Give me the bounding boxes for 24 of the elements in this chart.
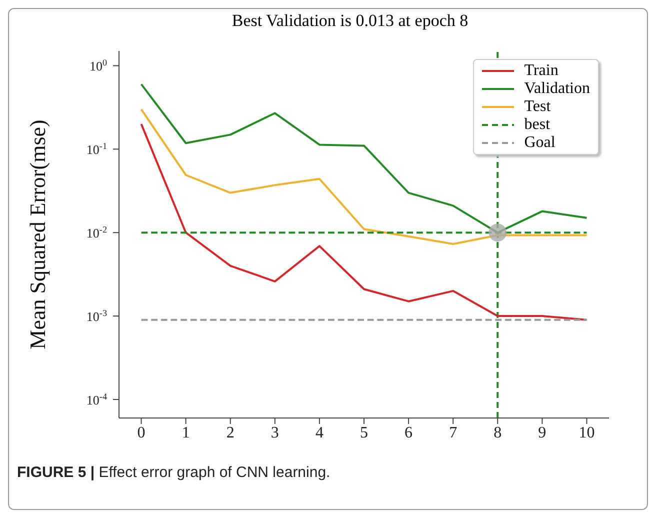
y-tick-label: 10$^{0}$	[89, 58, 108, 74]
y-tick-label: 10$^{-2}$	[86, 224, 108, 241]
legend-label: Test	[524, 98, 551, 116]
legend-label: Goal	[524, 134, 556, 152]
y-tick-label: 10$^{-1}$	[86, 141, 107, 158]
y-tick-label: 10$^{-3}$	[86, 308, 108, 324]
x-tick-label: 7	[449, 424, 458, 442]
legend-label: best	[524, 116, 550, 134]
y-tick-label: 10$^{-4}$	[86, 391, 108, 408]
y-axis-title: Mean Squared Error(mse)	[24, 120, 50, 350]
x-tick-label: 4	[315, 424, 324, 442]
x-tick-label: 8	[494, 424, 502, 442]
legend-label: Train	[524, 62, 558, 80]
x-tick-label: 1	[182, 424, 190, 442]
x-tick-label: 10	[578, 424, 595, 442]
x-tick-label: 6	[404, 424, 413, 442]
chart-title: Best Validation is 0.013 at epoch 8	[230, 11, 470, 31]
legend-label: Validation	[524, 80, 590, 98]
x-tick-label: 2	[226, 424, 234, 442]
x-tick-label: 3	[270, 424, 279, 442]
x-tick-label: 9	[538, 424, 546, 442]
x-tick-label: 5	[360, 424, 368, 442]
x-tick-label: 0	[137, 424, 146, 442]
caption: FIGURE 5 | Effect error graph of CNN learning.	[17, 464, 330, 481]
